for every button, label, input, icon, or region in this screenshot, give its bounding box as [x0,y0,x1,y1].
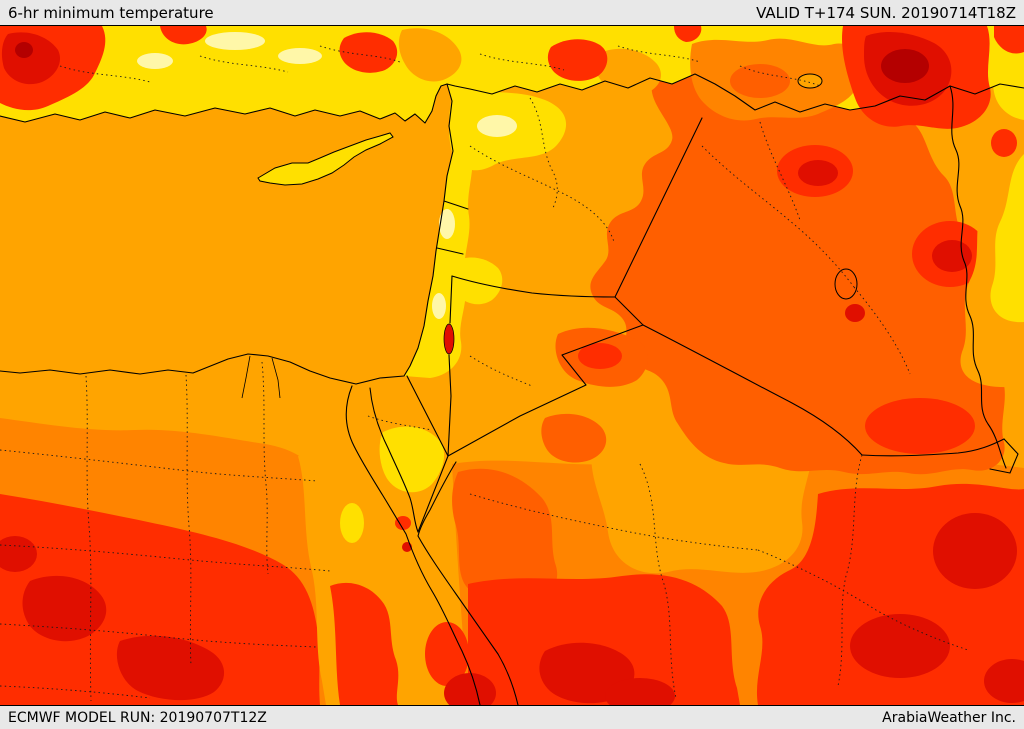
brand-label: ArabiaWeather Inc. [882,709,1016,726]
nile-delta-channels [241,355,281,399]
temperature-fill-contours [0,26,1024,705]
map-area [0,26,1024,705]
temperature-map [0,26,1024,705]
coastlines [0,83,519,705]
map-title: 6-hr minimum temperature [8,3,214,22]
valid-time-label: VALID T+174 SUN. 20190714T18Z [756,3,1016,22]
footer-bar: ECMWF MODEL RUN: 20190707T12Z ArabiaWeat… [0,705,1024,729]
header-bar: 6-hr minimum temperature VALID T+174 SUN… [0,0,1024,26]
model-run-label: ECMWF MODEL RUN: 20190707T12Z [8,709,267,726]
country-borders [406,73,1024,474]
admin-boundaries-dotted [0,45,969,702]
